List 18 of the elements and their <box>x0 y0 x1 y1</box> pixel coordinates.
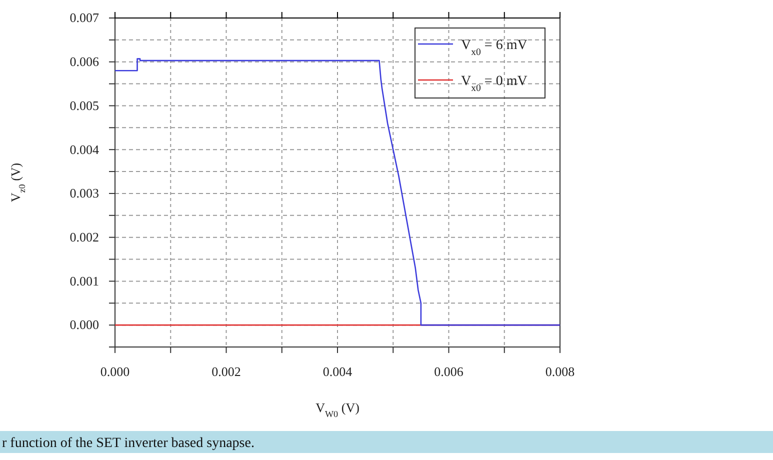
x-tick-label: 0.004 <box>322 364 353 380</box>
y-tick-label: 0.004 <box>70 142 100 157</box>
y-tick-label: 0.002 <box>70 229 99 244</box>
y-tick-label: 0.001 <box>70 273 99 288</box>
y-tick-label: 0.007 <box>70 10 100 26</box>
y-tick-label: 0.005 <box>70 98 99 113</box>
x-tick-label: 0.000 <box>100 364 130 380</box>
x-tick-label: 0.002 <box>212 364 241 380</box>
text: r function of the SET inverter based synapse. <box>2 436 254 451</box>
y-tick-label: 0.000 <box>70 317 99 332</box>
y-tick-label: 0.003 <box>70 186 99 201</box>
x-tick-label: 0.008 <box>545 364 575 380</box>
x-tick-label: 0.006 <box>434 364 464 380</box>
x-axis-title: V$_{W0}$ (V) <box>316 400 360 419</box>
legend-label: V$_{x0}$ = 0 mV <box>461 74 528 94</box>
line-series <box>114 58 561 326</box>
y-tick-label: 0.006 <box>70 54 100 70</box>
legend-label: V$_{x0}$ = 6 mV <box>461 38 528 58</box>
